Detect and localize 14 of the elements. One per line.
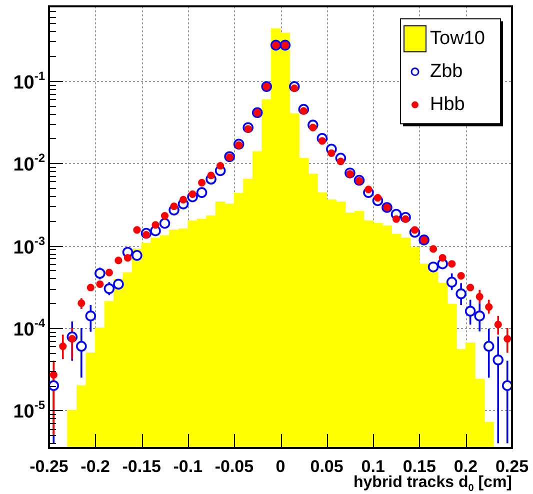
- x-tick-label: 0.25: [495, 456, 529, 476]
- legend-label: Zbb: [430, 61, 463, 82]
- x-tick-label: 0.05: [310, 456, 344, 476]
- x-tick-label: -0.15: [122, 456, 161, 476]
- legend-label: Tow10: [430, 28, 485, 50]
- legend-label: Hbb: [430, 94, 465, 116]
- x-tick-label: -0.05: [214, 456, 254, 476]
- x-tick-label: -0.25: [30, 456, 68, 476]
- x-tick-label: -0.1: [173, 456, 203, 476]
- x-tick-label: -0.2: [80, 456, 110, 476]
- x-tick-label: 0.2: [454, 456, 478, 476]
- x-tick-label: 0.1: [361, 456, 385, 476]
- x-tick-label: 0: [276, 456, 286, 476]
- x-tick-label: 0.15: [402, 456, 436, 476]
